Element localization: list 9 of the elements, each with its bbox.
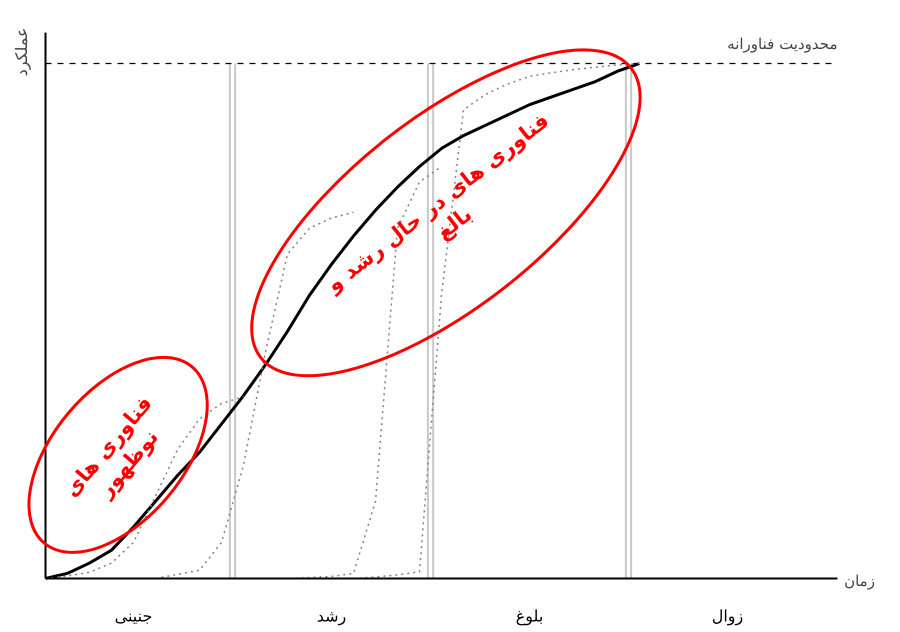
annotation: فناوری های در حال رشد و بالغ [321, 108, 554, 298]
x-axis-title: زمان [844, 572, 875, 590]
y-axis-title: عملکرد [12, 27, 31, 76]
x-tick-label: بلوغ [516, 606, 544, 626]
x-tick-label: جنینی [114, 606, 152, 626]
x-tick-label: زوال [712, 606, 744, 626]
text: محدودیت فناورانه [727, 35, 838, 54]
x-tick-label: رشد [316, 606, 346, 626]
annotation: فناوری های نوظهور [59, 391, 164, 504]
